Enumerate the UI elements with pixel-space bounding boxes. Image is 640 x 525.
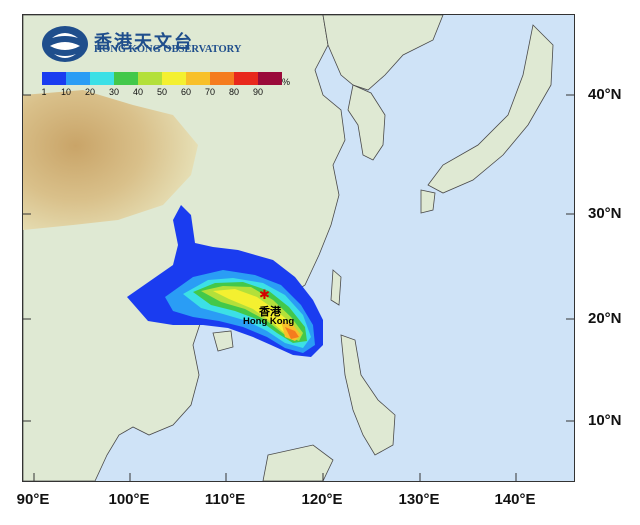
borneo bbox=[262, 444, 334, 481]
map-canvas bbox=[23, 15, 574, 481]
lat-label: 20°N bbox=[588, 310, 622, 327]
legend-tick: 30 bbox=[108, 87, 120, 97]
logo-title-en: HONG KONG OBSERVATORY bbox=[94, 44, 242, 55]
lat-label: 30°N bbox=[588, 205, 622, 222]
legend-tick: 50 bbox=[156, 87, 168, 97]
northeast-asia bbox=[322, 15, 444, 91]
star-marker-icon: ✱ bbox=[259, 287, 270, 302]
legend-tick: 90 bbox=[252, 87, 264, 97]
philippines bbox=[340, 334, 396, 456]
legend-tick: 60 bbox=[180, 87, 192, 97]
map-area bbox=[22, 14, 575, 482]
legend-swatch bbox=[42, 72, 66, 85]
logo-title-zh: 香港天文台 bbox=[94, 32, 194, 52]
observatory-logo-icon bbox=[42, 26, 88, 62]
lat-label: 40°N bbox=[588, 86, 622, 103]
legend-tick: 20 bbox=[84, 87, 96, 97]
legend-swatch bbox=[90, 72, 114, 85]
legend-tick: 80 bbox=[228, 87, 240, 97]
legend-swatch bbox=[138, 72, 162, 85]
korea bbox=[347, 84, 386, 161]
lat-label: 10°N bbox=[588, 412, 622, 429]
legend-tick: 70 bbox=[204, 87, 216, 97]
legend-swatch bbox=[186, 72, 210, 85]
location-label-en: Hong Kong bbox=[243, 316, 295, 327]
legend-tick: 1 bbox=[41, 87, 47, 97]
location-label-zh: 香港 bbox=[259, 306, 281, 318]
legend-unit: % bbox=[282, 77, 291, 87]
legend-swatch bbox=[234, 72, 258, 85]
lon-label: 120°E bbox=[301, 491, 343, 508]
legend-swatch bbox=[210, 72, 234, 85]
lon-label: 100°E bbox=[108, 491, 150, 508]
legend-tick: 40 bbox=[132, 87, 144, 97]
legend-swatch bbox=[162, 72, 186, 85]
probability-field bbox=[127, 205, 323, 357]
lon-label: 110°E bbox=[204, 491, 246, 508]
lon-label: 130°E bbox=[398, 491, 440, 508]
lon-label: 90°E bbox=[16, 491, 50, 508]
tibetan-plateau bbox=[23, 90, 198, 230]
hainan bbox=[212, 330, 234, 352]
taiwan bbox=[330, 269, 342, 306]
legend-tick: 10 bbox=[60, 87, 72, 97]
kyushu bbox=[420, 189, 436, 214]
legend-swatch bbox=[114, 72, 138, 85]
legend-swatch bbox=[66, 72, 90, 85]
japan bbox=[427, 24, 554, 194]
lon-label: 140°E bbox=[494, 491, 536, 508]
legend-swatch bbox=[258, 72, 282, 85]
